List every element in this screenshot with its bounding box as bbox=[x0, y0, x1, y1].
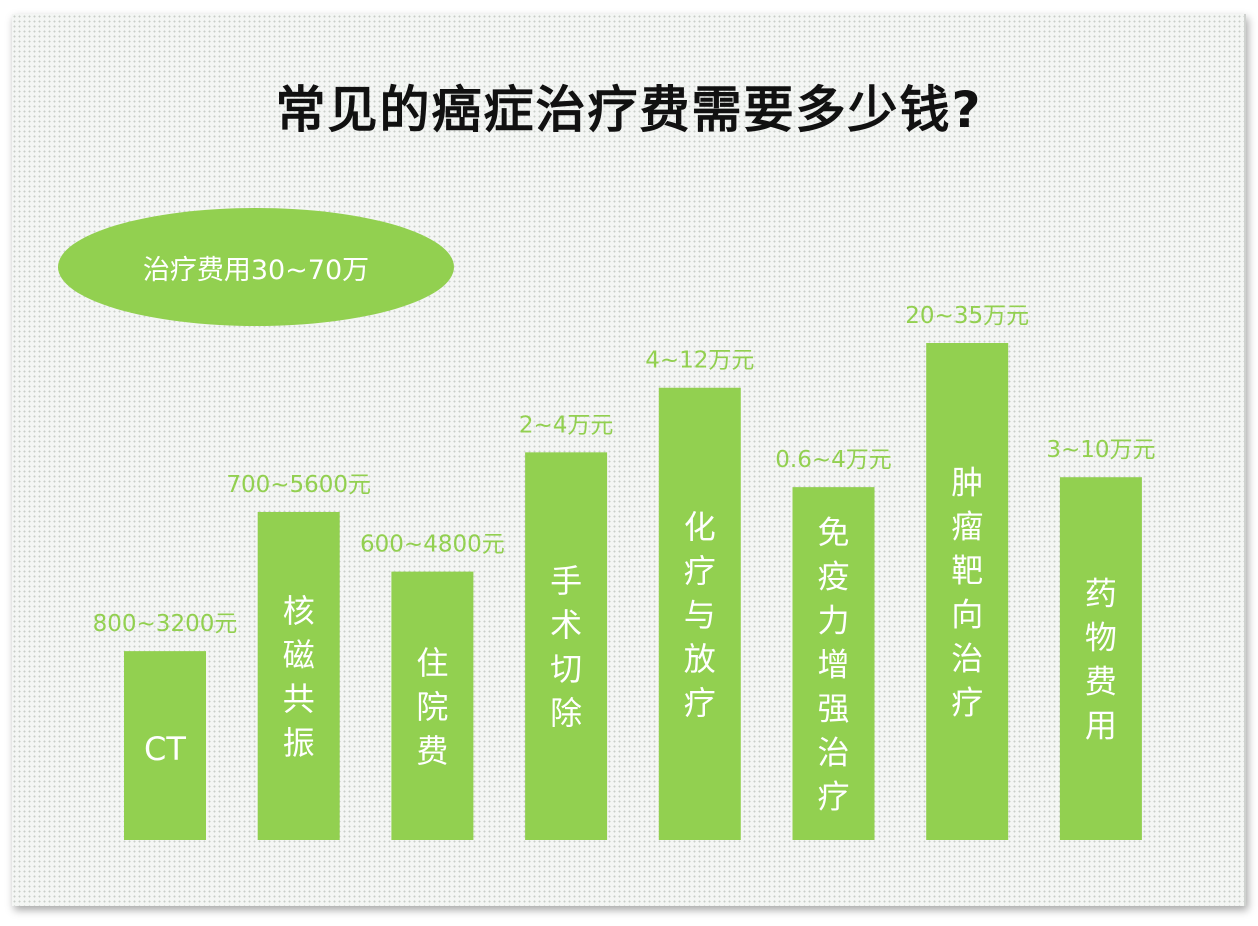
bar-value-label: 2~4万元 bbox=[519, 412, 614, 438]
bar-5 bbox=[658, 387, 741, 840]
bar-7 bbox=[926, 343, 1009, 840]
bar-8 bbox=[1059, 477, 1142, 840]
bar-2 bbox=[257, 511, 340, 840]
bar-6 bbox=[792, 487, 875, 840]
bar-category-label: 核磁共振 bbox=[283, 592, 315, 762]
bar-category-label: 免疫力增强治疗 bbox=[817, 514, 849, 816]
bar-value-label: 800~3200元 bbox=[93, 611, 238, 637]
bar-value-label: 4~12万元 bbox=[645, 348, 754, 374]
bar-category-label: 手术切除 bbox=[550, 562, 582, 732]
bar-category-label: 肿瘤靶向治疗 bbox=[951, 464, 983, 722]
bar-category-label: 药物费用 bbox=[1085, 575, 1117, 745]
bar-category-label: CT bbox=[144, 730, 186, 768]
bar-category-label: 住院费 bbox=[416, 644, 448, 770]
bar-value-label: 0.6~4万元 bbox=[775, 447, 891, 473]
chart-card bbox=[12, 14, 1246, 906]
bar-value-label: 600~4800元 bbox=[360, 532, 505, 558]
bar-category-label: 化疗与放疗 bbox=[684, 508, 716, 722]
bar-value-label: 3~10万元 bbox=[1046, 437, 1155, 463]
bar-3 bbox=[391, 571, 474, 840]
page-title: 常见的癌症治疗费需要多少钱? bbox=[275, 81, 983, 139]
bar-1 bbox=[124, 651, 206, 840]
bar-4 bbox=[525, 452, 608, 840]
bar-value-label: 20~35万元 bbox=[905, 303, 1029, 329]
total-cost-badge: 治疗费用30~70万 bbox=[58, 208, 454, 326]
bar-value-label: 700~5600元 bbox=[226, 472, 371, 498]
